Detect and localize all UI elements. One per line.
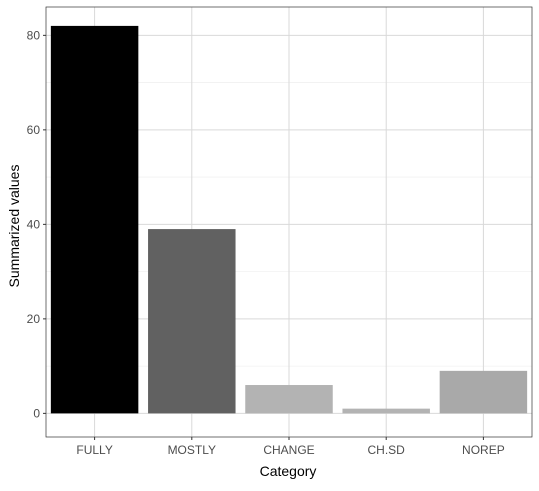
y-tick-label: 80 [27, 28, 41, 42]
bar-mostly [148, 229, 236, 414]
bar-norep [439, 370, 528, 414]
bar-change [245, 385, 333, 414]
x-tick-label: MOSTLY [168, 443, 216, 457]
y-axis-title: Summarized values [6, 165, 22, 288]
x-tick-label: CHANGE [263, 443, 314, 457]
y-tick-label: 60 [27, 123, 41, 137]
y-tick-label: 0 [33, 406, 40, 420]
bars [50, 25, 528, 414]
y-tick-label: 20 [27, 312, 41, 326]
x-tick-label: NOREP [462, 443, 505, 457]
y-tick-label: 40 [27, 217, 41, 231]
x-axis-title: Category [260, 463, 317, 479]
x-tick-label: CH.SD [368, 443, 406, 457]
bar-fully [50, 25, 139, 414]
x-tick-label: FULLY [76, 443, 112, 457]
axes: 0 20 40 60 80 FULLY MOSTLY CHANGE CH.SD NOREP [27, 28, 505, 457]
bar-ch-sd [342, 408, 430, 414]
